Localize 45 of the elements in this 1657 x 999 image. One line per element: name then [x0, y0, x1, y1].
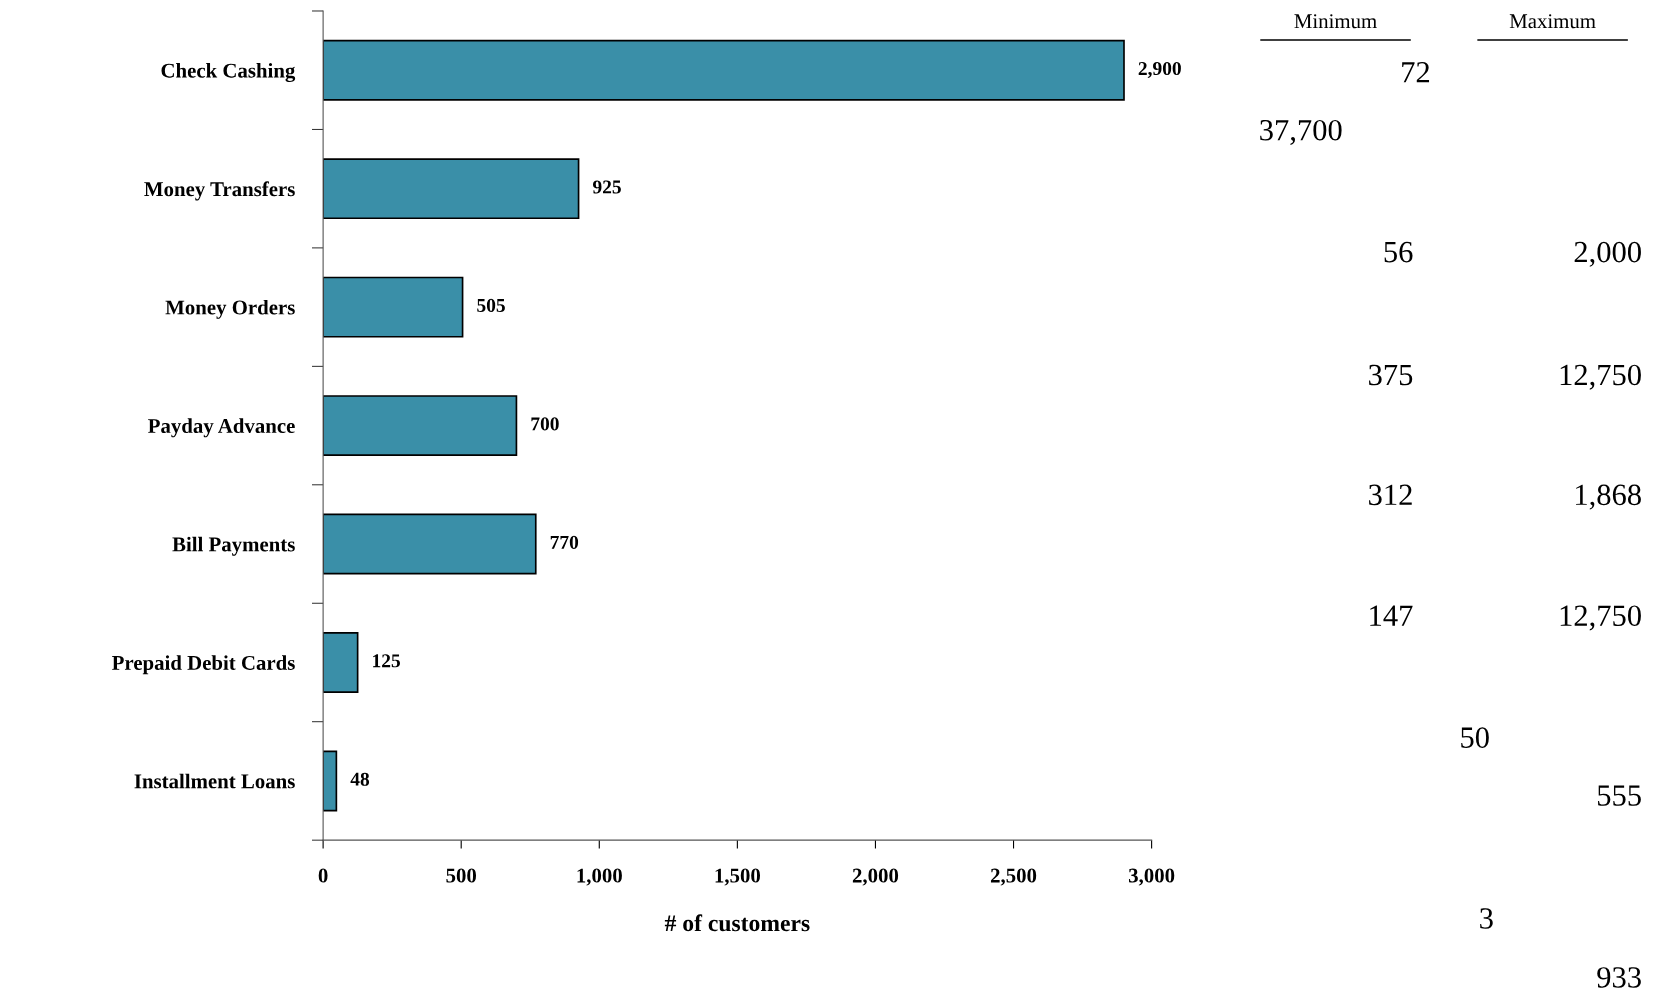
bar: [323, 513, 537, 575]
x-tick-label: 2,500: [990, 868, 1037, 886]
text: 375: [1369, 364, 1413, 386]
y-tick-label: Installment Loans: [134, 773, 295, 789]
data-label: 770: [550, 535, 579, 549]
text: 2,000: [1574, 241, 1641, 267]
text: 3: [1480, 908, 1493, 929]
text: Maximum: [1509, 14, 1596, 29]
text: 312: [1369, 484, 1412, 506]
text: 56: [1384, 241, 1413, 263]
bar: [323, 39, 1125, 101]
data-label: 2,900: [1138, 61, 1181, 78]
text: 50: [1461, 727, 1489, 748]
x-tick-label: 0: [318, 868, 328, 883]
data-label: 505: [477, 298, 505, 312]
x-tick-label: 500: [446, 868, 477, 883]
text: 12,750: [1560, 605, 1641, 631]
text: 37,700: [1260, 119, 1342, 145]
y-tick-label: Bill Payments: [172, 536, 295, 556]
text: 555: [1598, 785, 1641, 806]
x-tick-label: 2,000: [852, 868, 899, 886]
text: 147: [1370, 605, 1413, 626]
data-label: 700: [531, 417, 559, 431]
text: Minimum: [1294, 14, 1377, 29]
bar: [323, 395, 518, 457]
data-label: 48: [350, 772, 370, 786]
bar: [323, 750, 338, 812]
text: 933: [1597, 967, 1641, 988]
text: 12,750: [1560, 364, 1641, 390]
x-tick-label: 1,000: [577, 868, 622, 886]
text: 72: [1402, 62, 1430, 83]
x-axis-title: # of customers: [664, 914, 810, 932]
bar: [323, 158, 580, 220]
y-tick-label: Money Transfers: [144, 181, 295, 201]
bar: [323, 632, 359, 693]
y-tick-label: Check Cashing: [161, 62, 296, 83]
data-label: 925: [592, 180, 621, 194]
y-tick-label: Money Orders: [165, 299, 295, 319]
text: 1,868: [1576, 484, 1641, 510]
bar: [323, 276, 464, 338]
y-tick-label: Payday Advance: [148, 418, 295, 438]
x-tick-label: 3,000: [1128, 868, 1175, 886]
y-tick-label: Prepaid Debit Cards: [112, 655, 295, 675]
x-tick-label: 1,500: [715, 868, 761, 886]
data-label: 125: [373, 654, 400, 668]
